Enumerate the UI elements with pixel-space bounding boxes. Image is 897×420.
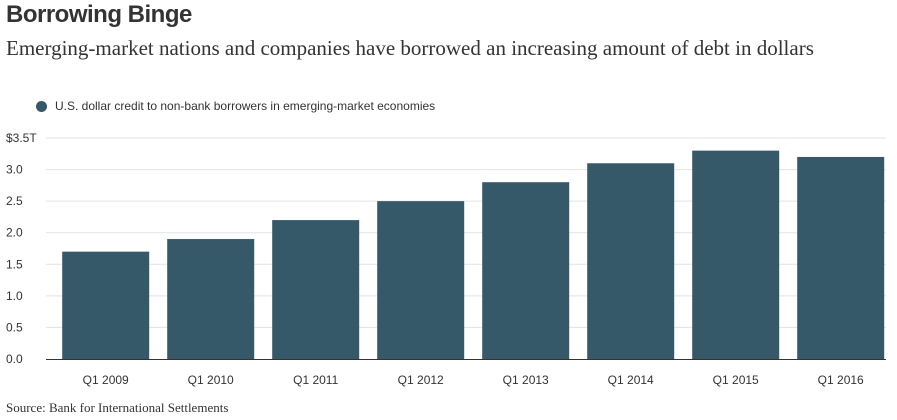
bar bbox=[587, 163, 675, 359]
y-tick-label: 0.0 bbox=[6, 352, 23, 366]
x-tick-label: Q1 2015 bbox=[713, 373, 759, 387]
y-tick-label: 0.5 bbox=[6, 320, 23, 334]
y-tick-label: $3.5T bbox=[6, 131, 37, 145]
legend: U.S. dollar credit to non-bank borrowers… bbox=[36, 98, 435, 114]
source-note: Source: Bank for International Settlemen… bbox=[6, 400, 229, 415]
y-tick-labels: 0.0 0.5 1.0 1.5 2.0 2.5 3.0 $3.5T bbox=[6, 131, 37, 366]
bar bbox=[167, 239, 255, 359]
y-tick-label: 3.0 bbox=[6, 163, 23, 177]
x-tick-label: Q1 2009 bbox=[83, 373, 129, 387]
chart-title: Borrowing Binge bbox=[6, 1, 192, 28]
x-tick-label: Q1 2011 bbox=[293, 373, 338, 387]
bar bbox=[692, 150, 780, 359]
bar bbox=[797, 156, 885, 359]
x-tick-labels: Q1 2009 Q1 2010 Q1 2011 Q1 2012 Q1 2013 Q1 20… bbox=[83, 373, 864, 387]
legend-label: U.S. dollar credit to non-bank borrowers… bbox=[55, 99, 436, 113]
bar-chart: 0.0 0.5 1.0 1.5 2.0 2.5 3.0 $3.5T Q1 2009 Q1 201… bbox=[6, 131, 886, 387]
y-tick-label: 1.0 bbox=[6, 289, 23, 303]
chart-subtitle: Emerging-market nations and companies ha… bbox=[6, 36, 814, 60]
x-tick-label: Q1 2013 bbox=[503, 373, 549, 387]
y-tick-label: 2.5 bbox=[6, 194, 23, 208]
bar bbox=[482, 182, 570, 359]
bars bbox=[62, 150, 885, 359]
x-tick-label: Q1 2016 bbox=[818, 373, 864, 387]
legend-swatch bbox=[36, 100, 47, 112]
bar bbox=[377, 201, 465, 359]
bar bbox=[272, 220, 360, 359]
x-tick-label: Q1 2014 bbox=[608, 373, 654, 387]
bar bbox=[62, 251, 150, 359]
x-tick-label: Q1 2012 bbox=[398, 373, 444, 387]
x-tick-label: Q1 2010 bbox=[188, 373, 234, 387]
y-tick-label: 2.0 bbox=[6, 226, 23, 240]
y-tick-label: 1.5 bbox=[6, 257, 23, 271]
